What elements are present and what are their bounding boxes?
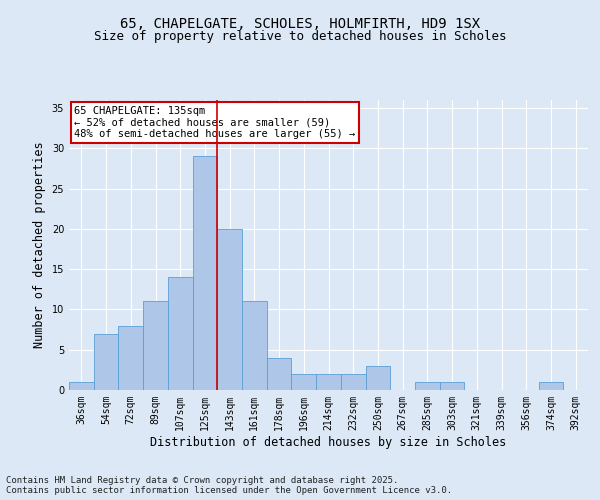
Bar (168, 277, 193, 390)
Bar (94, 334, 118, 390)
Y-axis label: Number of detached properties: Number of detached properties (33, 142, 46, 348)
Bar (292, 374, 316, 390)
Bar (242, 302, 267, 390)
Text: Contains HM Land Registry data © Crown copyright and database right 2025.
Contai: Contains HM Land Registry data © Crown c… (6, 476, 452, 495)
Bar (69, 382, 94, 390)
Bar (267, 358, 292, 390)
Bar (217, 229, 242, 390)
Bar (193, 156, 217, 390)
X-axis label: Distribution of detached houses by size in Scholes: Distribution of detached houses by size … (151, 436, 506, 448)
Bar (415, 382, 440, 390)
Bar (539, 382, 563, 390)
Text: 65 CHAPELGATE: 135sqm
← 52% of detached houses are smaller (59)
48% of semi-deta: 65 CHAPELGATE: 135sqm ← 52% of detached … (74, 106, 355, 139)
Bar (316, 374, 341, 390)
Bar (365, 366, 390, 390)
Bar (143, 302, 168, 390)
Bar (440, 382, 464, 390)
Bar (118, 326, 143, 390)
Bar (341, 374, 365, 390)
Text: Size of property relative to detached houses in Scholes: Size of property relative to detached ho… (94, 30, 506, 43)
Text: 65, CHAPELGATE, SCHOLES, HOLMFIRTH, HD9 1SX: 65, CHAPELGATE, SCHOLES, HOLMFIRTH, HD9 … (120, 18, 480, 32)
